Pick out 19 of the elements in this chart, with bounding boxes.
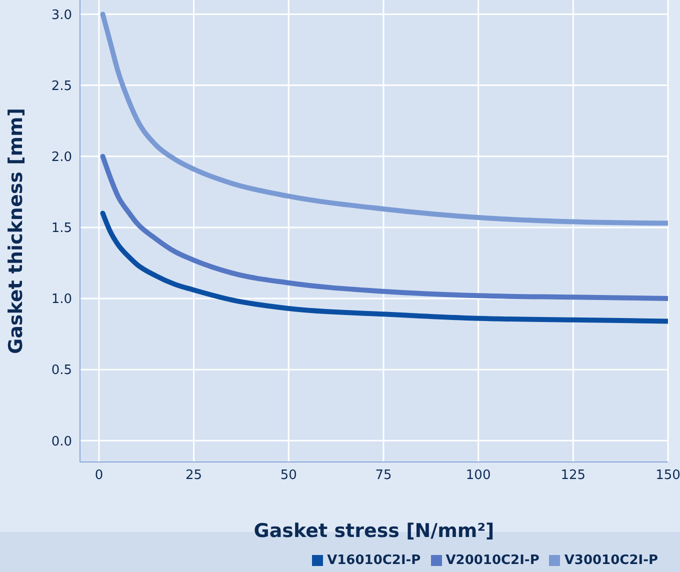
x-axis-title: Gasket stress [N/mm²] [254, 520, 494, 542]
y-tick-label: 3.0 [51, 8, 72, 23]
y-tick-label: 2.0 [51, 150, 72, 165]
x-tick-label: 125 [560, 468, 586, 484]
y-tick-label: 1.5 [51, 221, 72, 236]
legend-label: V30010C2I-P [564, 553, 658, 568]
x-tick-label: 0 [94, 468, 104, 484]
x-tick-label: 100 [466, 468, 491, 484]
legend-label: V20010C2I-P [446, 553, 540, 568]
legend-label: V16010C2I-P [327, 553, 421, 568]
y-tick-label: 1.0 [51, 292, 72, 308]
x-tick-label: 75 [375, 468, 392, 484]
y-axis-title: Gasket thickness [mm] [5, 108, 27, 354]
x-tick-label: 25 [186, 468, 202, 484]
x-tick-label: 50 [280, 468, 297, 484]
x-tick-label: 150 [656, 468, 680, 484]
y-tick-label: 0.5 [51, 363, 72, 378]
y-tick-label: 2.5 [51, 78, 72, 94]
y-tick-label: 0.0 [51, 434, 72, 450]
